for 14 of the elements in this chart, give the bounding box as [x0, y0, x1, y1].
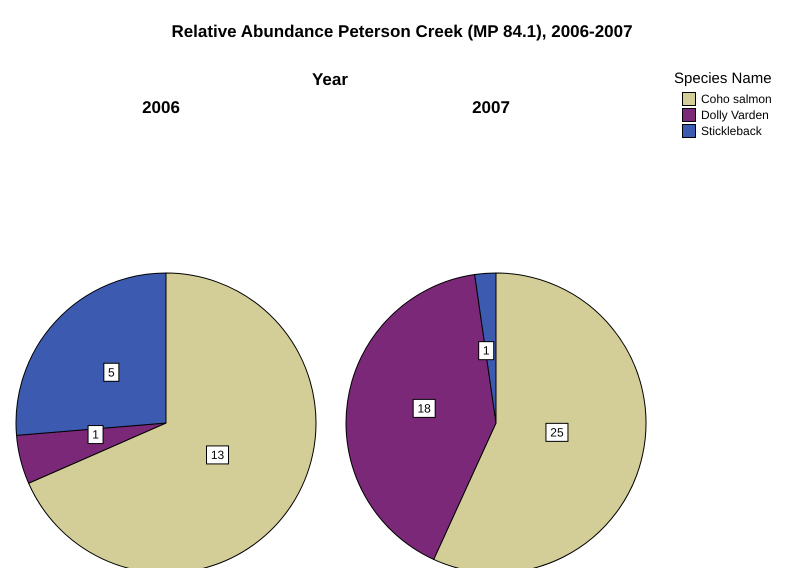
legend-label: Dolly Varden	[701, 108, 769, 122]
slice-label: 2007	[471, 98, 511, 118]
data-label: 1	[92, 428, 100, 442]
legend-label: Stickleback	[701, 124, 762, 138]
slice-label: 2006	[141, 98, 181, 118]
data-label: 1	[482, 344, 490, 358]
data-label: 18	[418, 401, 432, 416]
data-label: 13	[210, 448, 225, 462]
legend-title: Species Name	[674, 70, 773, 87]
data-label: 25	[550, 425, 564, 440]
data-label: 5	[108, 365, 115, 380]
legend-label: Coho salmon	[701, 92, 772, 106]
text: Year	[311, 70, 349, 90]
chart-title: Relative Abundance Peterson Creek (MP 84.1), 2006-2007	[170, 22, 634, 42]
